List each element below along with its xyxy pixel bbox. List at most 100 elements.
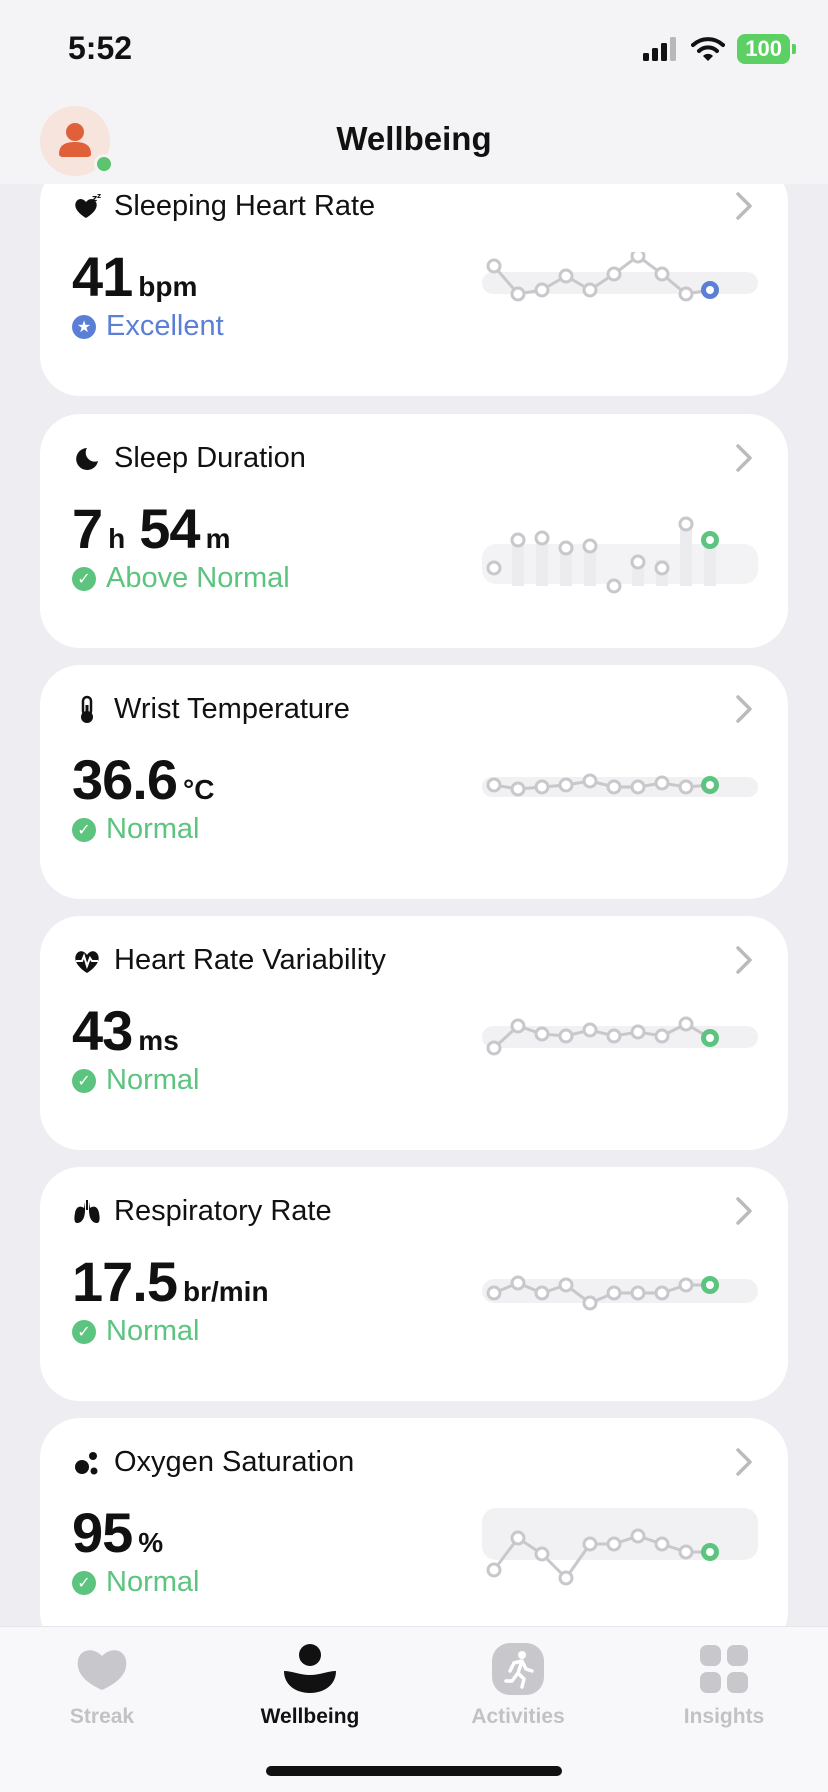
card-sleep-duration[interactable]: Sleep Duration 7 h 54 m ✓ Above Normal <box>40 414 788 648</box>
sparkline-oxygen-saturation <box>482 1508 758 1586</box>
card-header: Sleep Duration <box>72 442 306 475</box>
status-badge: ✓ Normal <box>72 813 199 846</box>
value-hours: 7 <box>72 497 103 560</box>
svg-text:z: z <box>97 192 101 200</box>
card-header: Wrist Temperature <box>72 693 350 726</box>
home-indicator[interactable] <box>266 1766 562 1776</box>
chevron-right-icon <box>736 1448 752 1476</box>
card-title: Oxygen Saturation <box>114 1446 355 1478</box>
card-title: Heart Rate Variability <box>114 944 386 976</box>
status-label: Normal <box>106 813 200 845</box>
tab-label: Wellbeing <box>260 1705 360 1728</box>
status-time: 5:52 <box>68 30 133 66</box>
sparkline-sleep-duration <box>482 516 758 594</box>
value-number: 36.6 <box>72 748 178 811</box>
card-title: Wrist Temperature <box>114 693 350 725</box>
card-respiratory-rate[interactable]: Respiratory Rate 17.5 br/min ✓ Normal <box>40 1167 788 1401</box>
status-badge: ✓ Normal <box>72 1566 199 1599</box>
metric-value: 41 bpm <box>72 244 197 309</box>
top-header: Wellbeing <box>0 90 828 184</box>
tab-insights[interactable]: Insights <box>644 1641 804 1729</box>
heart-icon <box>72 1641 132 1697</box>
status-icons: 100 <box>643 34 796 64</box>
check-icon: ✓ <box>72 1068 96 1093</box>
status-badge: ✓ Above Normal <box>72 562 290 595</box>
tab-streak[interactable]: Streak <box>22 1641 182 1729</box>
card-header: Respiratory Rate <box>72 1195 332 1228</box>
value-unit: br/min <box>183 1276 269 1307</box>
value-minutes: 54 <box>139 497 200 560</box>
lungs-icon <box>72 1197 102 1227</box>
runner-icon <box>488 1641 548 1697</box>
moon-icon <box>72 444 102 474</box>
status-badge: ✓ Normal <box>72 1315 199 1348</box>
tab-label: Streak <box>69 1705 135 1728</box>
card-wrist-temperature[interactable]: Wrist Temperature 36.6 °C ✓ Normal <box>40 665 788 899</box>
card-heart-rate-variability[interactable]: Heart Rate Variability 43 ms ✓ Normal <box>40 916 788 1150</box>
chevron-right-icon <box>736 946 752 974</box>
value-number: 43 <box>72 999 133 1062</box>
oxygen-icon <box>72 1448 102 1478</box>
card-title: Sleeping Heart Rate <box>114 190 376 222</box>
thermometer-icon <box>72 695 102 725</box>
tab-label: Activities <box>471 1705 565 1728</box>
battery-indicator: 100 <box>737 34 796 64</box>
avatar[interactable] <box>40 106 114 176</box>
status-badge: ✓ Normal <box>72 1064 199 1097</box>
star-icon: ★ <box>72 314 96 339</box>
metric-value: 95 % <box>72 1500 163 1565</box>
tab-bar: Streak Wellbeing Activities Insights <box>0 1626 828 1792</box>
sparkline-sleeping-heart-rate <box>482 252 758 302</box>
heart-rate-variability-icon <box>72 946 102 976</box>
value-number: 41 <box>72 245 133 308</box>
tab-activities[interactable]: Activities <box>438 1641 598 1729</box>
chevron-right-icon <box>736 1197 752 1225</box>
page-title: Wellbeing <box>336 120 492 157</box>
status-label: Normal <box>106 1566 200 1598</box>
metric-value: 43 ms <box>72 998 179 1063</box>
card-title: Sleep Duration <box>114 442 306 474</box>
cellular-signal-icon <box>643 37 677 61</box>
svg-text:z: z <box>92 194 97 204</box>
status-label: Above Normal <box>106 562 290 594</box>
value-number: 95 <box>72 1501 133 1564</box>
status-label: Excellent <box>106 310 224 342</box>
check-icon: ✓ <box>72 566 96 591</box>
card-oxygen-saturation[interactable]: Oxygen Saturation 95 % ✓ Normal <box>40 1418 788 1652</box>
tab-label: Insights <box>683 1705 765 1728</box>
chevron-right-icon <box>736 695 752 723</box>
sparkline-heart-rate-variability <box>482 1016 758 1056</box>
value-unit: % <box>138 1527 164 1558</box>
value-unit: ms <box>138 1025 179 1056</box>
card-title: Respiratory Rate <box>114 1195 332 1227</box>
person-icon <box>59 123 91 157</box>
grid-icon <box>694 1641 754 1697</box>
check-icon: ✓ <box>72 1319 96 1344</box>
status-label: Normal <box>106 1064 200 1096</box>
unit-hours: h <box>108 523 126 554</box>
metric-value: 36.6 °C <box>72 747 214 812</box>
status-badge: ★ Excellent <box>72 310 224 343</box>
status-bar: 5:52 100 <box>0 0 828 90</box>
sparkline-respiratory-rate <box>482 1275 758 1311</box>
wifi-icon <box>691 37 726 61</box>
card-header: Heart Rate Variability <box>72 944 386 977</box>
value-unit: °C <box>183 774 215 805</box>
tab-wellbeing[interactable]: Wellbeing <box>230 1641 390 1729</box>
card-header: Oxygen Saturation <box>72 1446 354 1479</box>
person-icon <box>280 1641 340 1697</box>
check-icon: ✓ <box>72 817 96 842</box>
value-number: 17.5 <box>72 1250 178 1313</box>
unit-minutes: m <box>205 523 231 554</box>
online-status-dot <box>94 154 114 174</box>
check-icon: ✓ <box>72 1570 96 1595</box>
chevron-right-icon <box>736 192 752 220</box>
status-label: Normal <box>106 1315 200 1347</box>
value-unit: bpm <box>138 271 198 302</box>
metric-value: 17.5 br/min <box>72 1249 269 1314</box>
sparkline-wrist-temperature <box>482 773 758 797</box>
metric-value: 7 h 54 m <box>72 496 230 561</box>
